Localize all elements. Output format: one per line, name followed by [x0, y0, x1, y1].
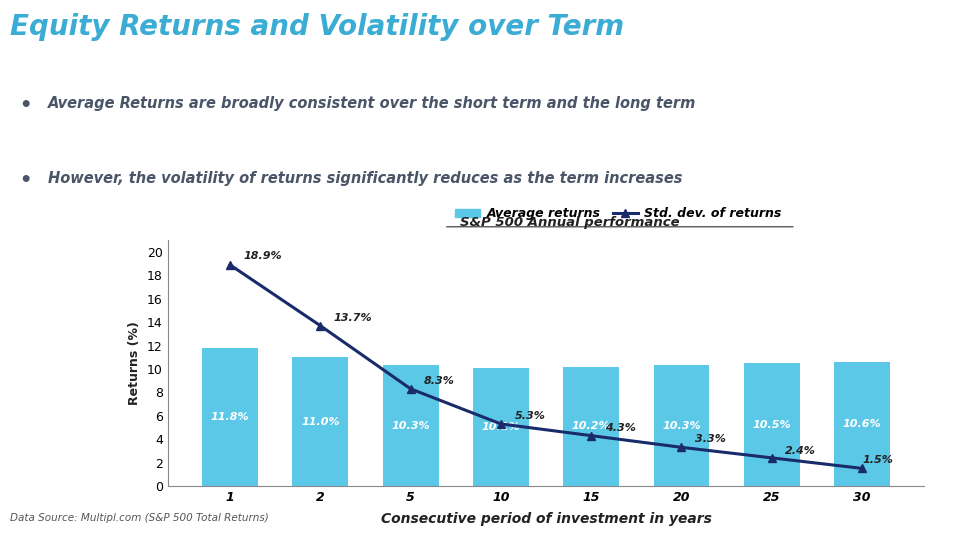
Text: 5.3%: 5.3%	[514, 411, 545, 421]
Bar	[653, 365, 710, 486]
Text: •: •	[19, 96, 32, 115]
Text: 3.3%: 3.3%	[696, 435, 726, 444]
Text: 18.9%: 18.9%	[243, 251, 283, 261]
Bar	[834, 362, 890, 486]
Text: 11.0%: 11.0%	[301, 417, 340, 427]
Text: Data Source: Multipl.com (S&P 500 Total Returns): Data Source: Multipl.com (S&P 500 Total …	[10, 513, 268, 523]
Bar	[382, 365, 439, 486]
Bar	[202, 348, 258, 486]
Text: 10.5%: 10.5%	[752, 420, 791, 429]
Bar	[473, 368, 529, 486]
Text: 13.7%: 13.7%	[334, 313, 373, 323]
Text: S&P 500 Annual performance: S&P 500 Annual performance	[460, 216, 680, 229]
Text: However, the volatility of returns significantly reduces as the term increases: However, the volatility of returns signi…	[48, 171, 682, 186]
Legend: Average returns, Std. dev. of returns: Average returns, Std. dev. of returns	[450, 202, 787, 225]
Text: •: •	[19, 171, 32, 190]
Text: 8.3%: 8.3%	[424, 376, 455, 386]
Text: 10.1%: 10.1%	[482, 422, 520, 432]
Text: Average Returns are broadly consistent over the short term and the long term: Average Returns are broadly consistent o…	[48, 96, 696, 111]
Text: Equity Returns and Volatility over Term: Equity Returns and Volatility over Term	[10, 13, 624, 41]
Y-axis label: Returns (%): Returns (%)	[128, 321, 142, 405]
Text: 10.2%: 10.2%	[572, 421, 610, 431]
Bar	[743, 363, 800, 486]
Text: 10.6%: 10.6%	[843, 419, 881, 429]
Text: 11.8%: 11.8%	[211, 412, 249, 422]
Bar	[563, 367, 619, 486]
Text: 10.3%: 10.3%	[391, 421, 430, 431]
Text: 4.3%: 4.3%	[604, 423, 635, 433]
Text: 1.5%: 1.5%	[862, 456, 893, 466]
Text: 10.3%: 10.3%	[662, 421, 701, 431]
Text: 2.4%: 2.4%	[786, 446, 816, 456]
X-axis label: Consecutive period of investment in years: Consecutive period of investment in year…	[380, 512, 712, 526]
Bar	[292, 357, 349, 486]
